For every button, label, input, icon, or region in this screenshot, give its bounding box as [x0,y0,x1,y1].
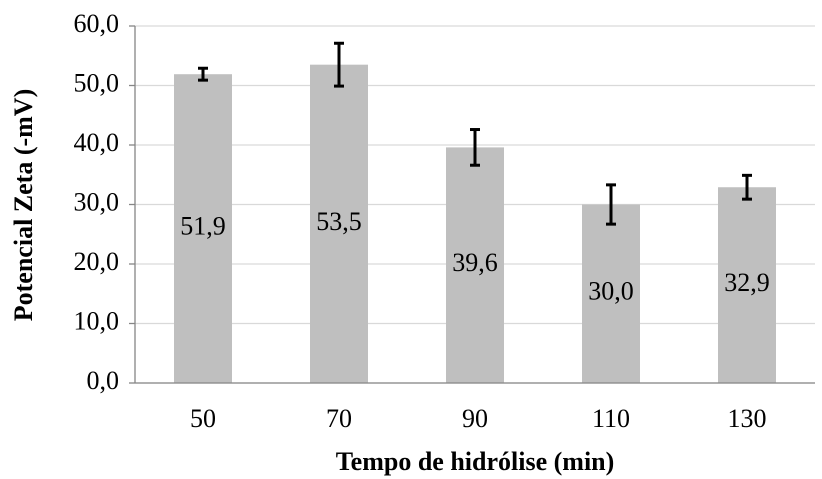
x-tick-label: 110 [592,404,630,433]
x-tick-label: 70 [326,404,352,433]
y-tick-label: 0,0 [87,366,120,395]
x-tick-label: 90 [462,404,488,433]
bar [446,147,504,383]
bar [582,204,640,383]
data-label: 51,9 [180,212,226,241]
bar [718,187,776,383]
bar [310,64,368,384]
data-label: 53,5 [316,207,362,236]
x-tick-label: 130 [728,404,767,433]
y-axis-title: Potencial Zeta (-mV) [9,89,38,321]
data-label: 32,9 [724,268,770,297]
x-tick-label: 50 [190,404,216,433]
y-tick-label: 60,0 [74,9,120,38]
y-tick-label: 20,0 [74,247,120,276]
y-tick-label: 10,0 [74,306,120,335]
y-tick-label: 50,0 [74,68,120,97]
data-label: 39,6 [452,248,498,277]
x-axis-title: Tempo de hidrólise (min) [336,447,615,476]
data-label: 30,0 [588,277,634,306]
bar [174,74,232,383]
y-tick-label: 30,0 [74,187,120,216]
y-tick-label: 40,0 [74,128,120,157]
